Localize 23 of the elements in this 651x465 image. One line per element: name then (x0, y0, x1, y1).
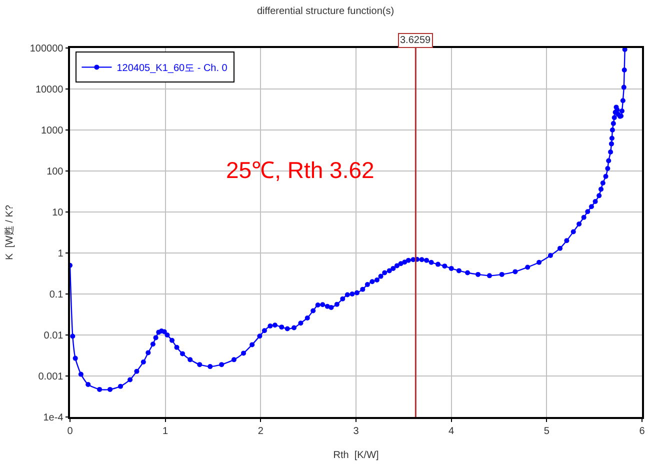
legend-label: 120405_K1_60도 - Ch. 0 (116, 63, 228, 74)
x-tick-label: 2 (258, 426, 264, 437)
x-tick-label: 5 (544, 426, 550, 437)
y-axis-title: K [W甦 / K? (3, 204, 16, 260)
y-tick-label: 0.01 (44, 330, 64, 342)
x-tick-label: 0 (67, 426, 74, 437)
y-tick-label: 1e-4 (43, 412, 64, 424)
chart-title: differential structure function(s) (256, 6, 394, 17)
x-tick-label: 4 (448, 426, 455, 437)
y-tick-label: 1 (58, 248, 64, 260)
y-tick-label: 1000 (41, 126, 64, 136)
y-tick-label: 100000 (30, 44, 64, 54)
x-tick-label: 3 (353, 426, 360, 437)
y-tick-label: 100 (46, 166, 64, 178)
x-axis-title: Rth [K/W] (333, 450, 379, 461)
y-tick-label: 10000 (35, 84, 64, 96)
ref-line-label: 3.6259 (400, 35, 432, 46)
y-tick-label: 0.1 (49, 290, 64, 300)
y-tick-label: 10 (52, 208, 64, 218)
x-tick-label: 6 (639, 426, 646, 437)
annotation: 25℃, Rth 3.62 (226, 157, 374, 183)
y-tick-label: 0.001 (38, 372, 64, 382)
x-tick-label: 1 (162, 426, 169, 437)
